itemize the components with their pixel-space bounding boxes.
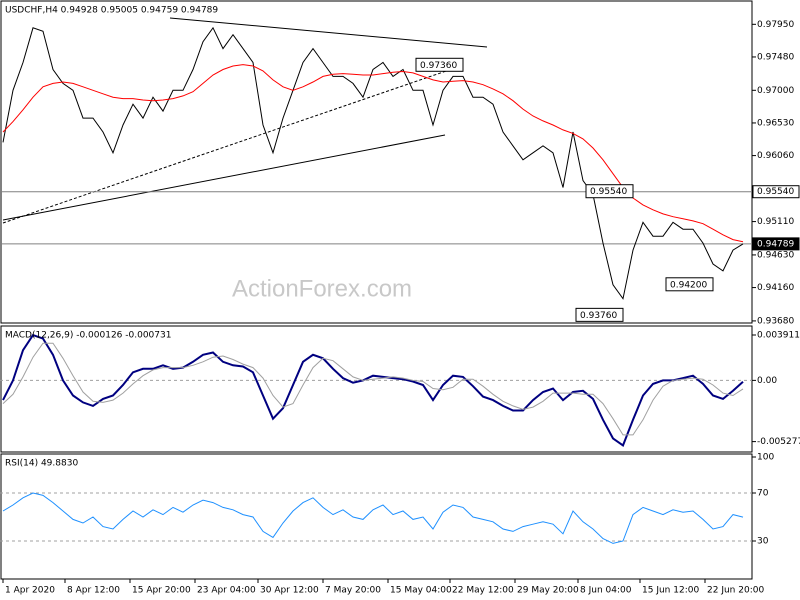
y-tick-label: 0.97000 [757,86,794,96]
panel-title: MACD(12,26,9) -0.000126 -0.000731 [5,331,171,341]
y-tick-label: 0.003911 [757,330,800,340]
y-tick-label: 0.00 [757,376,777,386]
price-label: 0.95540 [757,187,794,197]
series-line [2,333,744,447]
price-label-box [752,237,800,251]
x-tick-label: 15 May 04:00 [390,586,452,596]
trendline [2,67,456,224]
series-line [2,64,744,243]
x-tick-label: 22 May 12:00 [452,586,514,596]
series-line [2,492,744,544]
annotation-box [575,307,624,322]
trendline [169,17,488,48]
x-tick-label: 8 Apr 12:00 [67,586,120,596]
panel-frame [0,0,753,324]
price-label-box [752,185,800,199]
y-tick-label: 0.96530 [757,118,794,128]
x-tick-label: 8 Jun 04:00 [580,586,632,596]
x-tick-label: 22 Jun 20:00 [707,586,764,596]
series-line [2,342,744,436]
panel-frame [0,453,753,580]
series-line [2,26,744,300]
trendline [2,134,446,221]
y-tick-label: 70 [757,489,769,499]
x-tick-label: 1 Apr 2020 [5,586,55,596]
y-tick-label: 0.94160 [757,283,794,293]
x-tick-label: 30 Apr 12:00 [260,586,319,596]
y-tick-label: 0.94630 [757,250,794,260]
panel-title: RSI(14) 49.8830 [5,459,78,469]
y-tick-label: 0.96060 [757,151,794,161]
annotation-label: 0.94200 [670,280,707,290]
panel-title: USDCHF,H4 0.94928 0.95005 0.94759 0.9478… [5,6,218,16]
x-tick-label: 15 Apr 20:00 [132,586,191,596]
annotation-label: 0.93760 [580,311,617,321]
y-tick-label: 100 [757,453,774,463]
annotation-label: 0.97360 [420,61,457,71]
annotation-label: 0.95540 [590,187,627,197]
watermark: ActionForex.com [232,275,412,302]
panel-frame [0,325,753,453]
annotation-box [665,277,714,292]
annotation-box [585,184,634,199]
x-tick-label: 29 May 20:00 [517,586,579,596]
price-label: 0.94789 [757,239,794,249]
x-tick-label: 7 May 20:00 [325,586,381,596]
x-tick-label: 15 Jun 12:00 [642,586,699,596]
y-tick-label: -0.005277 [757,437,800,447]
y-tick-label: 0.97950 [757,20,794,30]
annotation-box [415,57,464,72]
y-tick-label: 0.95110 [757,217,794,227]
y-tick-label: 0.93680 [757,316,794,326]
x-tick-label: 23 Apr 04:00 [197,586,256,596]
y-tick-label: 30 [757,537,769,547]
y-tick-label: 0.97480 [757,52,794,62]
